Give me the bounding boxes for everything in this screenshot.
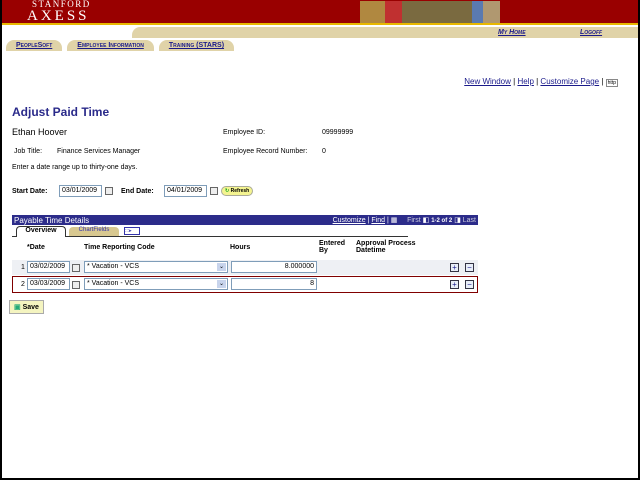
table-row: 2 03/03/2009 * Vacation - VCS ⌄ 8 + −: [12, 276, 478, 293]
col-entered-by: Entered By: [319, 240, 346, 254]
view-all-icon[interactable]: ▦: [390, 217, 398, 224]
row-number: 2: [21, 281, 25, 288]
chevron-down-icon[interactable]: ⌄: [217, 263, 226, 271]
col-approval: Approval Process Datetime: [356, 240, 416, 254]
first-label[interactable]: First: [407, 217, 421, 224]
col-date: *Date: [27, 244, 45, 251]
grid-header: Payable Time Details Customize | Find | …: [12, 215, 478, 225]
top-nav-bar: [132, 27, 638, 38]
find-link[interactable]: Find: [371, 217, 385, 224]
logo-stanford: STANFORD: [32, 0, 91, 9]
show-all-columns-icon[interactable]: :::▸: [124, 227, 140, 235]
job-title-label: Job Title:: [14, 148, 43, 155]
header-banner: STANFORD AXESS: [2, 0, 638, 25]
record-number: 0: [322, 148, 326, 155]
record-label: Employee Record Number:: [223, 148, 308, 155]
hours-input[interactable]: 8.000000: [231, 261, 317, 273]
table-row: 1 03/02/2009 * Vacation - VCS ⌄ 8.000000 …: [12, 260, 478, 275]
refresh-label: Refresh: [230, 188, 250, 194]
logo-axess: AXESS: [27, 8, 90, 24]
trc-select[interactable]: * Vacation - VCS ⌄: [84, 278, 228, 290]
my-home-link[interactable]: My Home: [498, 29, 526, 36]
tab-employee-information[interactable]: Employee Information: [67, 40, 154, 51]
help-link[interactable]: Help: [517, 77, 534, 86]
prev-icon[interactable]: ◧: [422, 217, 430, 224]
employee-id: 09999999: [322, 129, 354, 136]
campus-photos: [360, 1, 500, 23]
chevron-down-icon[interactable]: ⌄: [217, 280, 226, 288]
add-row-icon[interactable]: +: [450, 280, 459, 289]
refresh-button[interactable]: ↻ Refresh: [221, 186, 254, 196]
tab-chartfields[interactable]: ChartFields: [69, 227, 119, 236]
main-tabs: PeopleSoft Employee Information Training…: [6, 40, 235, 51]
customize-page-link[interactable]: Customize Page: [540, 77, 600, 86]
http-icon[interactable]: http: [605, 79, 618, 87]
payable-time-grid: Payable Time Details Customize | Find | …: [12, 215, 478, 293]
end-date-label: End Date:: [121, 188, 154, 195]
add-row-icon[interactable]: +: [450, 263, 459, 272]
calendar-icon[interactable]: [72, 281, 80, 289]
tab-overview[interactable]: Overview: [16, 226, 66, 237]
save-button[interactable]: ▣ Save: [9, 300, 44, 314]
trc-value: * Vacation - VCS: [87, 280, 140, 287]
grid-title: Payable Time Details: [14, 215, 90, 225]
employee-name: Ethan Hoover: [12, 127, 68, 137]
end-date-input[interactable]: 04/01/2009: [164, 185, 207, 197]
employee-id-label: Employee ID:: [223, 129, 266, 136]
calendar-icon[interactable]: [210, 187, 218, 195]
save-label: Save: [22, 304, 39, 311]
delete-row-icon[interactable]: −: [465, 263, 474, 272]
customize-link[interactable]: Customize: [332, 217, 366, 224]
tab-training[interactable]: Training (STARS): [158, 40, 235, 51]
trc-value: * Vacation - VCS: [87, 263, 140, 270]
calendar-icon[interactable]: [72, 264, 80, 272]
instructions: Enter a date range up to thirty-one days…: [12, 164, 138, 171]
col-trc: Time Reporting Code: [84, 244, 155, 251]
save-icon: ▣: [14, 304, 21, 311]
refresh-icon: ↻: [225, 188, 230, 194]
date-input[interactable]: 03/03/2009: [27, 278, 70, 290]
hours-input[interactable]: 8: [231, 278, 317, 290]
date-input[interactable]: 03/02/2009: [27, 261, 70, 273]
start-date-input[interactable]: 03/01/2009: [59, 185, 102, 197]
last-label[interactable]: Last: [462, 217, 476, 224]
col-hours: Hours: [230, 244, 251, 251]
page-title: Adjust Paid Time: [12, 105, 110, 119]
job-title: Finance Services Manager: [57, 148, 141, 155]
tab-peoplesoft[interactable]: PeopleSoft: [6, 40, 63, 51]
next-icon[interactable]: ◨: [454, 217, 461, 224]
delete-row-icon[interactable]: −: [465, 280, 474, 289]
start-date-label: Start Date:: [12, 188, 48, 195]
row-number: 1: [21, 264, 25, 271]
page-links: New Window | Help | Customize Page | htt…: [464, 77, 618, 87]
trc-select[interactable]: * Vacation - VCS ⌄: [84, 261, 228, 273]
logoff-link[interactable]: Logoff: [580, 29, 603, 36]
new-window-link[interactable]: New Window: [464, 77, 511, 86]
row-range: 1-2 of 2: [431, 218, 453, 224]
calendar-icon[interactable]: [105, 187, 113, 195]
